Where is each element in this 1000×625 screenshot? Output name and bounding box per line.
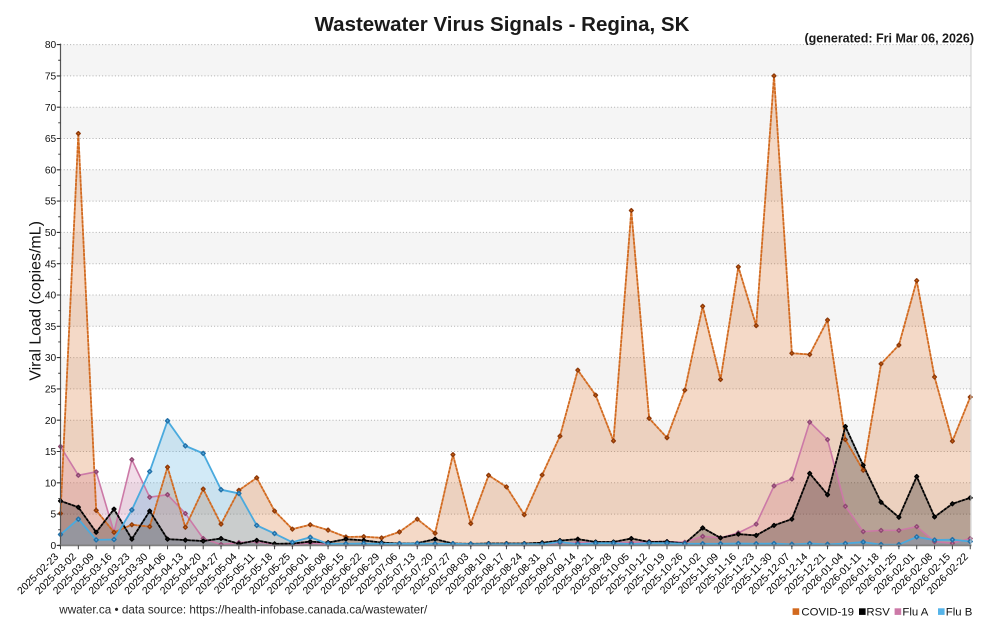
svg-text:35: 35 xyxy=(45,322,57,333)
svg-text:Wastewater Virus Signals - Reg: Wastewater Virus Signals - Regina, SK xyxy=(315,13,690,36)
svg-text:50: 50 xyxy=(45,228,57,239)
svg-text:0: 0 xyxy=(51,541,57,552)
svg-text:(generated: Fri Mar 06, 2026): (generated: Fri Mar 06, 2026) xyxy=(804,31,974,45)
svg-text:5: 5 xyxy=(51,510,57,521)
svg-text:45: 45 xyxy=(45,259,57,270)
svg-text:Viral Load (copies/mL): Viral Load (copies/mL) xyxy=(28,221,45,381)
svg-text:80: 80 xyxy=(45,40,57,51)
svg-text:10: 10 xyxy=(45,478,57,489)
svg-text:COVID-19: COVID-19 xyxy=(801,607,854,619)
svg-text:RSV: RSV xyxy=(866,607,890,619)
svg-text:55: 55 xyxy=(45,197,57,208)
svg-text:40: 40 xyxy=(45,291,57,302)
svg-text:30: 30 xyxy=(45,353,57,364)
svg-text:25: 25 xyxy=(45,385,57,396)
svg-text:15: 15 xyxy=(45,447,57,458)
svg-text:wwater.ca • data source: https: wwater.ca • data source: https://health-… xyxy=(58,604,428,617)
svg-text:65: 65 xyxy=(45,134,57,145)
svg-text:Flu B: Flu B xyxy=(946,607,973,619)
svg-text:75: 75 xyxy=(45,72,57,83)
svg-text:60: 60 xyxy=(45,165,57,176)
svg-text:Flu A: Flu A xyxy=(902,607,928,619)
svg-text:70: 70 xyxy=(45,103,57,114)
svg-text:20: 20 xyxy=(45,416,57,427)
